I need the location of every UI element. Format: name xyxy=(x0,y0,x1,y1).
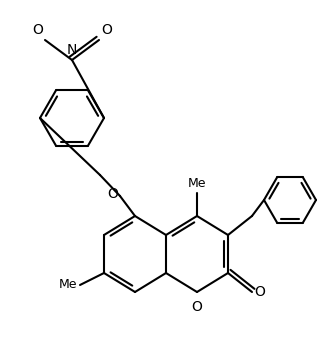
Text: O: O xyxy=(107,187,118,201)
Text: O: O xyxy=(32,23,43,37)
Text: Me: Me xyxy=(58,279,77,291)
Text: N: N xyxy=(67,43,77,57)
Text: Me: Me xyxy=(188,177,206,190)
Text: O: O xyxy=(254,285,265,299)
Text: O: O xyxy=(101,23,112,37)
Text: O: O xyxy=(192,300,202,314)
